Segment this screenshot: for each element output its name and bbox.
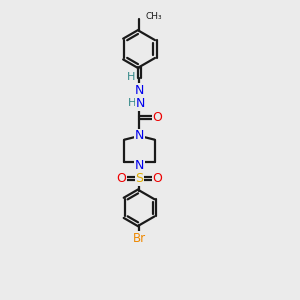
- Text: N: N: [136, 97, 145, 110]
- Text: H: H: [128, 98, 136, 108]
- Text: N: N: [135, 159, 144, 172]
- Text: N: N: [135, 84, 145, 97]
- Text: O: O: [152, 111, 162, 124]
- Text: O: O: [117, 172, 127, 185]
- Text: O: O: [152, 172, 162, 185]
- Text: Br: Br: [133, 232, 146, 245]
- Text: S: S: [136, 172, 143, 185]
- Text: N: N: [135, 129, 144, 142]
- Text: CH₃: CH₃: [146, 11, 162, 20]
- Text: H: H: [127, 72, 136, 82]
